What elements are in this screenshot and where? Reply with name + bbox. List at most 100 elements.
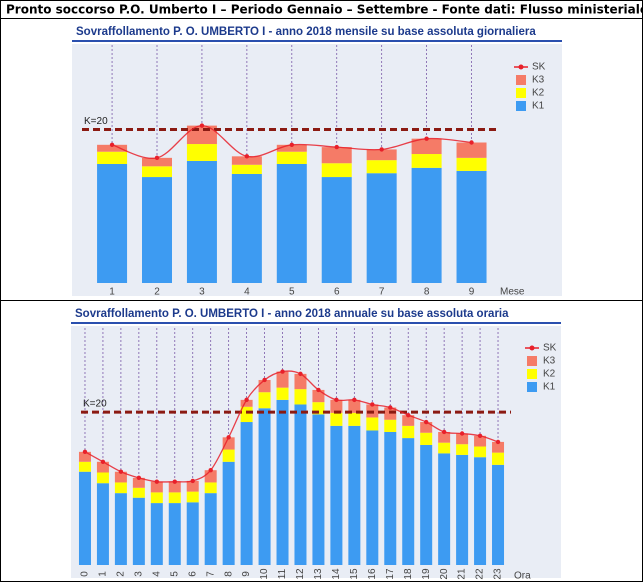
sk-marker xyxy=(379,147,384,152)
bar-segment xyxy=(312,389,325,403)
sk-marker xyxy=(199,123,205,128)
bar-segment xyxy=(456,170,487,283)
bar-segment xyxy=(132,487,145,498)
legend-label: K1 xyxy=(543,382,556,393)
legend-label: K3 xyxy=(532,75,545,86)
bar-segment xyxy=(474,446,487,458)
x-tick-label: 9 xyxy=(469,287,475,298)
x-tick-label: 12 xyxy=(295,568,306,580)
bar-segment xyxy=(78,451,91,462)
sk-marker xyxy=(423,419,429,425)
bar-segment xyxy=(78,461,91,472)
sk-marker xyxy=(459,431,465,436)
bar-segment xyxy=(348,399,361,413)
sk-marker xyxy=(100,459,106,464)
bar-segment xyxy=(222,437,235,450)
x-tick-label: 1 xyxy=(98,571,109,577)
x-tick-label: 7 xyxy=(205,571,216,577)
sk-marker xyxy=(154,155,160,161)
bar-segment xyxy=(276,371,289,388)
bar-segment xyxy=(258,392,271,409)
bar-segment xyxy=(132,497,145,565)
x-tick-label: 5 xyxy=(169,571,180,577)
bar-segment xyxy=(294,373,307,390)
x-tick-label: 20 xyxy=(439,568,450,580)
sk-marker xyxy=(316,387,321,393)
x-tick-label: 0 xyxy=(80,571,91,577)
bar-segment xyxy=(186,144,217,161)
sk-marker xyxy=(352,397,357,403)
sk-marker xyxy=(244,397,249,403)
x-tick-label: 13 xyxy=(313,568,324,580)
bar-segment xyxy=(132,477,145,488)
bar-segment xyxy=(240,422,253,565)
bar-segment xyxy=(114,471,127,483)
bar-segment xyxy=(150,492,163,504)
legend-swatch xyxy=(516,101,526,111)
sk-marker xyxy=(289,142,294,148)
sk-marker xyxy=(280,369,285,374)
bar-segment xyxy=(438,442,451,454)
bar-segment xyxy=(231,164,262,174)
bar-segment xyxy=(294,389,307,405)
sk-marker xyxy=(469,140,474,145)
x-tick-label: 3 xyxy=(133,571,144,577)
bar-segment xyxy=(420,444,433,565)
legend-marker xyxy=(529,345,535,351)
bar-segment xyxy=(96,472,109,484)
bar-segment xyxy=(474,457,487,565)
x-tick-label: 2 xyxy=(116,571,127,577)
header-title: Pronto soccorso P.O. Umberto I – Periodo… xyxy=(6,3,643,17)
bar-segment xyxy=(222,449,235,462)
bar-segment xyxy=(366,173,397,283)
bar-segment xyxy=(366,149,397,161)
bar-segment xyxy=(366,430,379,565)
legend-label: K1 xyxy=(532,101,545,112)
x-tick-label: 14 xyxy=(331,568,342,580)
bar-segment xyxy=(240,406,253,423)
sk-marker xyxy=(495,439,501,445)
bar-segment xyxy=(96,483,109,565)
bar-segment xyxy=(276,399,289,565)
bar-segment xyxy=(186,125,217,145)
bar-segment xyxy=(150,503,163,565)
chart: Sovraffollamento P. O. UMBERTO I - anno … xyxy=(68,22,566,298)
legend-label: K2 xyxy=(543,369,556,380)
bar-segment xyxy=(384,431,397,565)
x-tick-label: 15 xyxy=(349,568,360,580)
sk-marker xyxy=(370,402,375,407)
bar-segment xyxy=(142,166,172,178)
bar-segment xyxy=(240,399,253,407)
legend-swatch xyxy=(516,75,526,85)
legend-swatch xyxy=(527,356,537,366)
bar-segment xyxy=(186,160,217,283)
x-tick-label: 3 xyxy=(199,287,205,298)
legend-swatch xyxy=(527,382,537,392)
bar-segment xyxy=(114,482,127,494)
bar-segment xyxy=(321,163,352,178)
reference-label: K=20 xyxy=(84,116,108,127)
bar-segment xyxy=(402,438,415,565)
bar-segment xyxy=(456,444,469,455)
reference-label: K=20 xyxy=(83,399,107,410)
sk-marker xyxy=(334,144,339,150)
legend-marker xyxy=(518,64,524,70)
legend-swatch xyxy=(527,369,537,379)
bar-segment xyxy=(97,164,128,283)
chart: Sovraffollamento P. O. UMBERTO I - anno … xyxy=(67,304,565,582)
bar-segment xyxy=(150,481,163,493)
x-tick-label: 16 xyxy=(367,568,378,580)
sk-marker xyxy=(334,397,339,403)
sk-marker xyxy=(190,478,195,484)
bar-segment xyxy=(204,493,217,565)
bar-segment xyxy=(420,432,433,445)
bar-segment xyxy=(186,502,199,565)
x-axis-label: Mese xyxy=(500,287,525,298)
x-tick-label: 18 xyxy=(403,568,414,580)
bar-segment xyxy=(366,160,397,174)
x-tick-label: 4 xyxy=(244,287,250,298)
bar-segment xyxy=(168,492,181,504)
bar-segment xyxy=(276,387,289,400)
bar-segment xyxy=(78,471,91,565)
